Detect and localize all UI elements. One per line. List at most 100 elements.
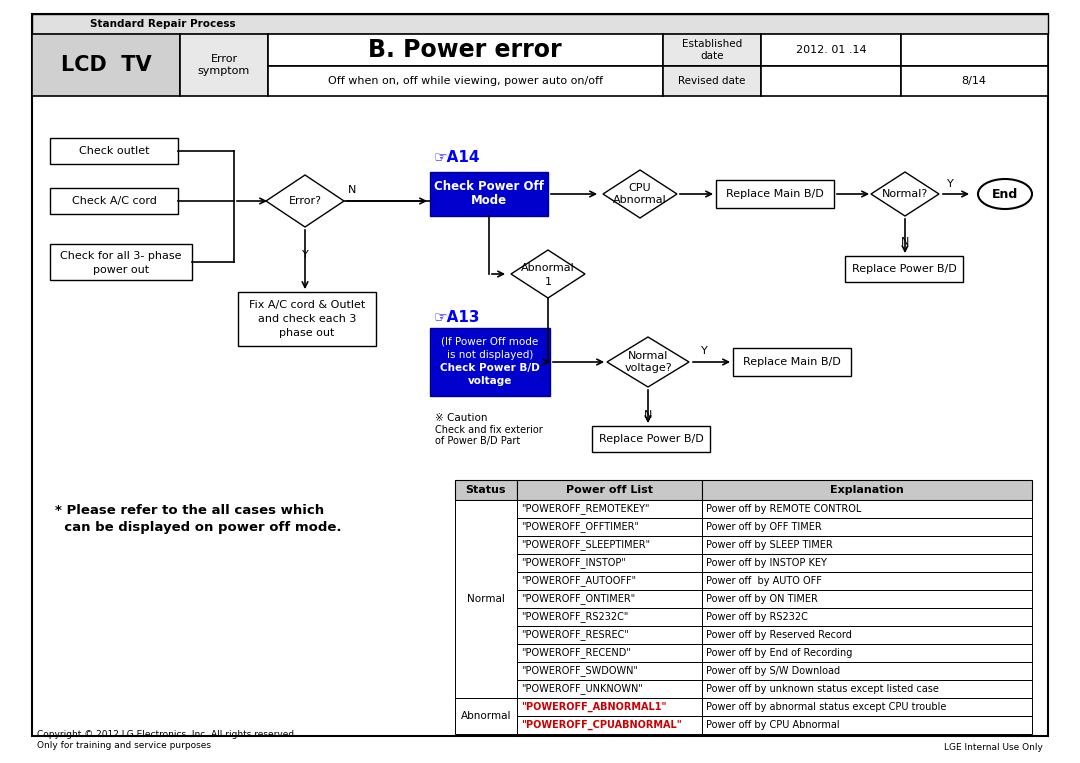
Bar [517,518,702,536]
Text: Standard Repair Process: Standard Repair Process [90,19,235,29]
Text: LGE Internal Use Only: LGE Internal Use Only [944,743,1043,752]
Text: Abnormal: Abnormal [522,263,575,273]
Text: Power off  by AUTO OFF: Power off by AUTO OFF [706,576,822,586]
Bar [702,554,1032,572]
Bar [702,608,1032,626]
Text: Power off by S/W Download: Power off by S/W Download [706,666,840,676]
Bar [517,554,702,572]
Text: Y: Y [301,250,309,260]
Text: "POWEROFF_CPUABNORMAL": "POWEROFF_CPUABNORMAL" [521,720,681,730]
Text: End: End [991,188,1018,201]
Bar [50,138,178,164]
Text: Replace Power B/D: Replace Power B/D [598,434,703,444]
Text: "POWEROFF_SWDOWN": "POWEROFF_SWDOWN" [521,665,638,677]
Text: power out: power out [93,265,149,275]
Bar [702,536,1032,554]
Text: Check outlet: Check outlet [79,146,149,156]
Text: Check Power B/D: Check Power B/D [441,363,540,373]
Bar [702,698,1032,716]
Text: Power off by unknown status except listed case: Power off by unknown status except liste… [706,684,939,694]
Text: Check for all 3- phase: Check for all 3- phase [60,251,181,261]
Text: Power off by OFF TIMER: Power off by OFF TIMER [706,522,822,532]
Bar [455,698,517,734]
Text: Normal: Normal [467,594,505,604]
Text: "POWEROFF_OFFTIMER": "POWEROFF_OFFTIMER" [521,522,639,533]
Bar [702,500,1032,518]
Bar [702,590,1032,608]
Text: Abnormal: Abnormal [461,711,511,721]
Text: Power off by REMOTE CONTROL: Power off by REMOTE CONTROL [706,504,862,514]
Bar [517,662,702,680]
Bar [430,172,548,216]
Bar [761,66,901,96]
Text: Normal: Normal [627,351,669,361]
Bar [663,34,761,66]
Bar [901,66,1048,96]
Bar [32,14,1048,34]
Text: 1: 1 [544,277,552,287]
Text: Replace Main B/D: Replace Main B/D [743,357,841,367]
Text: "POWEROFF_AUTOOFF": "POWEROFF_AUTOOFF" [521,575,636,587]
Text: and check each 3: and check each 3 [258,314,356,324]
Text: Copyright © 2012 LG Electronics. Inc. All rights reserved.
Only for training and: Copyright © 2012 LG Electronics. Inc. Al… [37,730,297,750]
Bar [592,426,710,452]
Text: Y: Y [701,346,707,356]
Text: "POWEROFF_INSTOP": "POWEROFF_INSTOP" [521,558,626,568]
Text: Power off by SLEEP TIMER: Power off by SLEEP TIMER [706,540,833,550]
Bar [702,518,1032,536]
Text: "POWEROFF_UNKNOWN": "POWEROFF_UNKNOWN" [521,684,643,694]
Bar [517,716,702,734]
Text: Power off by RS232C: Power off by RS232C [706,612,808,622]
Bar [517,500,702,518]
Text: "POWEROFF_ABNORMAL1": "POWEROFF_ABNORMAL1" [521,702,666,712]
Bar [702,644,1032,662]
Text: "POWEROFF_RESREC": "POWEROFF_RESREC" [521,629,629,640]
Polygon shape [607,337,689,387]
Bar [716,180,834,208]
Text: B. Power error: B. Power error [368,38,562,62]
Text: N: N [644,410,652,420]
Bar [702,662,1032,680]
Text: voltage?: voltage? [624,363,672,373]
Text: can be displayed on power off mode.: can be displayed on power off mode. [55,521,341,535]
Text: ☞A13: ☞A13 [434,311,481,326]
Text: (If Power Off mode: (If Power Off mode [442,337,539,347]
Polygon shape [266,175,345,227]
Bar [702,480,1032,500]
Text: 8/14: 8/14 [961,76,986,86]
Bar [32,34,180,96]
Bar [517,608,702,626]
Bar [268,66,663,96]
Bar [268,34,663,66]
Polygon shape [511,250,585,298]
Bar [50,188,178,214]
Text: Mode: Mode [471,194,508,207]
Text: ※ Caution: ※ Caution [435,413,487,423]
Text: * Please refer to the all cases which: * Please refer to the all cases which [55,504,324,517]
Text: Explanation: Explanation [831,485,904,495]
Text: N: N [348,185,356,195]
Polygon shape [603,170,677,218]
Text: Status: Status [465,485,507,495]
Bar [845,256,963,282]
Bar [455,500,517,698]
Bar [702,626,1032,644]
Bar [517,572,702,590]
Bar [702,716,1032,734]
Text: Power off by ON TIMER: Power off by ON TIMER [706,594,818,604]
Text: Check and fix exterior: Check and fix exterior [435,425,543,435]
Bar [733,348,851,376]
Text: Established
date: Established date [681,39,742,61]
Text: Error
symptom: Error symptom [198,54,251,76]
Bar [517,644,702,662]
Text: "POWEROFF_RECEND": "POWEROFF_RECEND" [521,648,631,658]
Bar [517,698,702,716]
Text: Check Power Off: Check Power Off [434,179,544,192]
Text: Check A/C cord: Check A/C cord [71,196,157,206]
Bar [517,536,702,554]
Text: "POWEROFF_REMOTEKEY": "POWEROFF_REMOTEKEY" [521,504,649,514]
Text: Power off by abnormal status except CPU trouble: Power off by abnormal status except CPU … [706,702,946,712]
Text: of Power B/D Part: of Power B/D Part [435,436,521,446]
Text: is not displayed): is not displayed) [447,350,534,360]
Text: "POWEROFF_SLEEPTIMER": "POWEROFF_SLEEPTIMER" [521,539,650,550]
